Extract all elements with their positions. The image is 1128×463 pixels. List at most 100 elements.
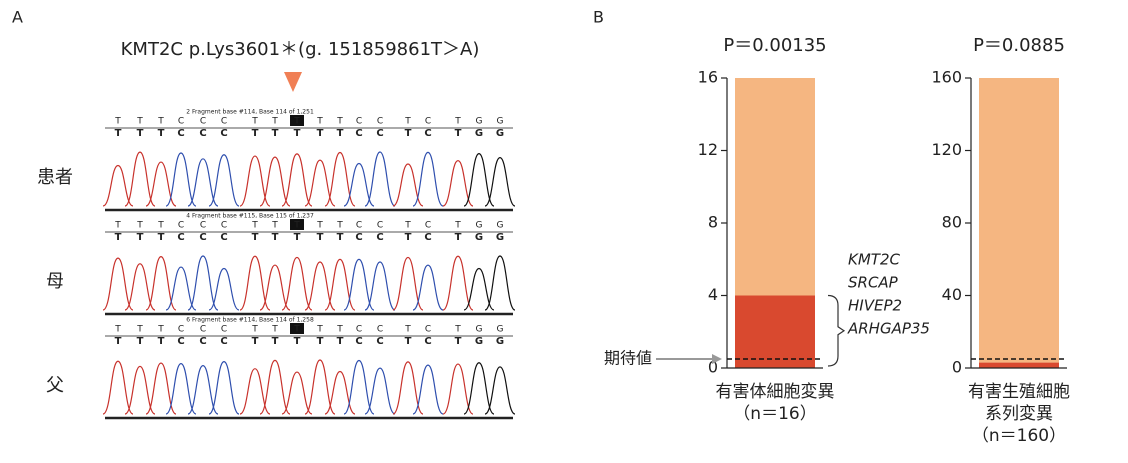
base-call-colored: T [337, 232, 344, 243]
base-call-colored: C [355, 128, 362, 139]
bar-segment [735, 78, 815, 296]
base-call-colored: T [115, 336, 122, 347]
gene-label: ARHGAP35 [847, 320, 930, 338]
base-call: G [497, 221, 504, 231]
y-tick-label: 40 [942, 285, 962, 304]
base-call: C [356, 221, 362, 231]
trace-peak [282, 372, 312, 414]
base-call-colored: C [220, 336, 227, 347]
base-call-colored: T [272, 232, 279, 243]
base-call-colored: C [199, 128, 206, 139]
base-call-colored: C [424, 336, 431, 347]
base-call-colored: T [294, 336, 301, 347]
base-call: T [114, 221, 121, 231]
y-tick-label: 160 [931, 68, 962, 87]
y-tick-label: 0 [952, 358, 962, 377]
base-call-colored: T [115, 232, 122, 243]
base-call: T [336, 117, 343, 127]
base-call-colored: T [137, 232, 144, 243]
base-call: C [221, 117, 227, 127]
base-call: T [136, 221, 143, 231]
base-call: T [114, 117, 121, 127]
base-call: C [200, 325, 206, 335]
base-call-colored: C [376, 128, 383, 139]
base-call-colored: C [177, 128, 184, 139]
trace-peak [209, 362, 239, 414]
row-label: 患者 [37, 167, 73, 188]
base-call: C [178, 221, 184, 231]
base-call: T [136, 325, 143, 335]
base-call-colored: T [272, 336, 279, 347]
trace-peak [305, 160, 335, 206]
base-call: C [425, 117, 431, 127]
y-tick-label: 16 [698, 68, 718, 87]
base-call-colored: C [220, 232, 227, 243]
trace-peak [485, 256, 515, 310]
bracket [828, 296, 844, 367]
base-call-colored: C [355, 232, 362, 243]
base-call: T [454, 117, 461, 127]
trace-peak [365, 368, 395, 414]
figure: A KMT2C p.Lys3601＊(g. 151859861T＞A) B 2 … [0, 0, 1128, 463]
base-call: T [157, 221, 164, 231]
panel-label: A [12, 8, 23, 27]
bar-segment [979, 78, 1059, 363]
base-call-colored: C [424, 128, 431, 139]
trace-peak [260, 360, 290, 414]
base-call: G [476, 221, 483, 231]
y-tick-label: 4 [708, 285, 718, 304]
base-call-colored: C [220, 128, 227, 139]
base-call: T [271, 221, 278, 231]
base-call: C [221, 221, 227, 231]
base-call: C [178, 325, 184, 335]
trace-peak [305, 262, 335, 310]
category-label: 系列変異 [985, 404, 1053, 424]
base-call-colored: T [158, 336, 165, 347]
base-call: T [293, 117, 300, 127]
base-call-colored: C [177, 336, 184, 347]
base-call-colored: C [177, 232, 184, 243]
base-call: T [157, 325, 164, 335]
base-call: T [454, 325, 461, 335]
base-call-colored: C [376, 232, 383, 243]
base-call: C [425, 221, 431, 231]
base-call-colored: G [475, 232, 483, 243]
y-tick-label: 12 [698, 140, 718, 159]
trace-peak [485, 367, 515, 414]
base-call-colored: T [455, 232, 462, 243]
gene-label: HIVEP2 [848, 297, 902, 315]
base-call: T [251, 117, 258, 127]
base-call-colored: T [158, 232, 165, 243]
base-call: C [200, 221, 206, 231]
base-call: C [377, 325, 383, 335]
y-tick-label: 8 [708, 213, 718, 232]
base-call: C [356, 117, 362, 127]
base-call: C [356, 325, 362, 335]
base-call: C [377, 221, 383, 231]
trace-header: 4 Fragment base #115, Base 115 of 1,237 [186, 213, 314, 220]
base-call: T [316, 117, 323, 127]
bar-segment [979, 363, 1059, 368]
base-call-colored: T [405, 336, 412, 347]
base-call: T [404, 325, 411, 335]
base-call-colored: T [137, 128, 144, 139]
trace-peak [365, 152, 395, 206]
base-call-colored: G [496, 232, 504, 243]
base-call-colored: T [252, 336, 259, 347]
trace-header: 6 Fragment base #114, Base 114 of 1,258 [186, 317, 314, 324]
base-call: T [136, 117, 143, 127]
base-call-colored: T [405, 232, 412, 243]
category-label: 有害体細胞変異 [716, 382, 835, 402]
base-call: T [404, 117, 411, 127]
row-label: 母 [46, 271, 64, 292]
base-call: G [476, 325, 483, 335]
base-call: T [336, 221, 343, 231]
base-call-colored: T [158, 128, 165, 139]
y-tick-label: 120 [931, 140, 962, 159]
base-call-colored: T [137, 336, 144, 347]
base-call-colored: T [337, 336, 344, 347]
trace-peak [282, 257, 312, 310]
base-call-colored: C [355, 336, 362, 347]
trace-peak [260, 157, 290, 206]
base-call-colored: T [317, 232, 324, 243]
